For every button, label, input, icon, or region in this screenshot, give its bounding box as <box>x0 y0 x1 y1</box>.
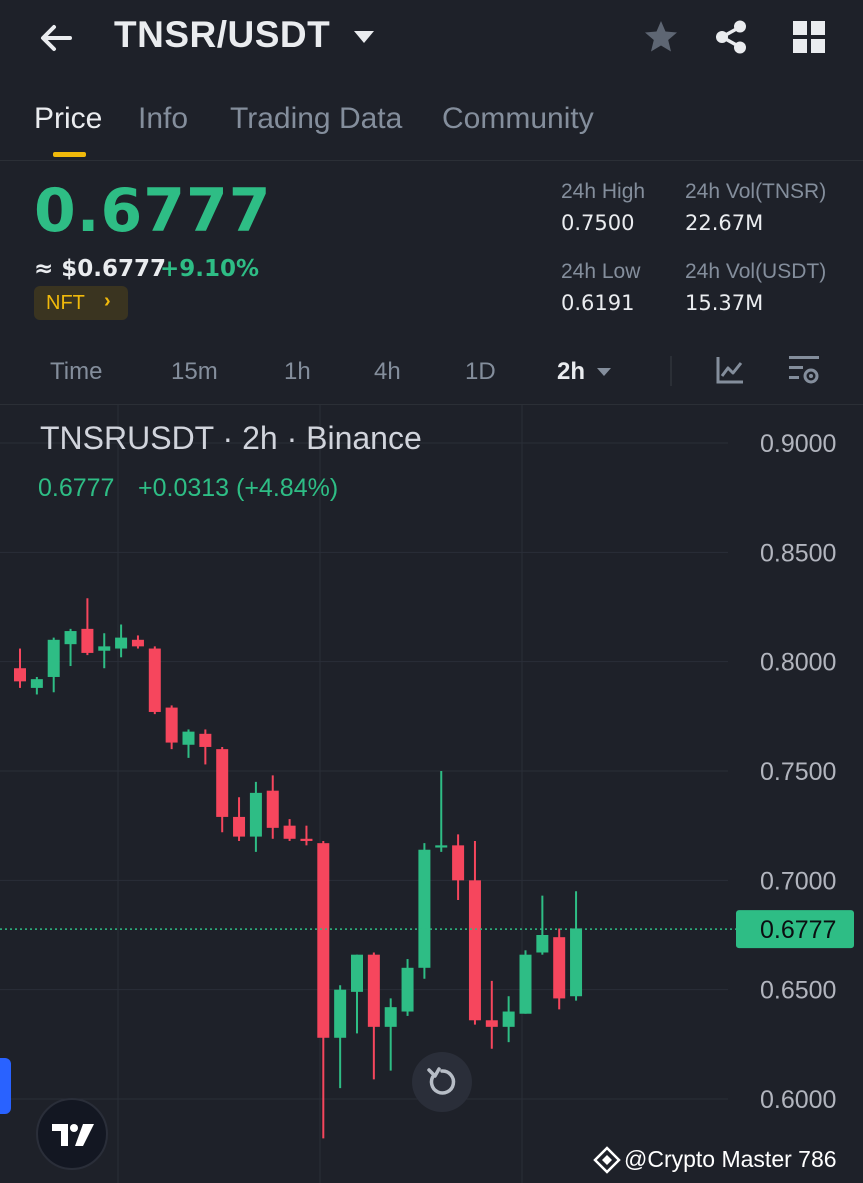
y-tick-label: 0.7000 <box>760 867 836 895</box>
y-tick-label: 0.8000 <box>760 649 836 677</box>
candle-body <box>334 989 347 1038</box>
tab-info[interactable]: Info <box>138 102 189 135</box>
candle-body <box>570 928 583 997</box>
y-tick-label: 0.6000 <box>760 1086 836 1114</box>
last-price-tag <box>736 910 854 949</box>
stat-high-label: 24h High <box>561 180 646 203</box>
tab-community[interactable]: Community <box>442 102 594 135</box>
candle-body <box>317 843 330 1038</box>
chart-last-price: 0.6777 <box>38 474 115 502</box>
stat-high-value: 0.7500 <box>561 211 635 235</box>
candle-body <box>165 707 178 743</box>
candle-body <box>418 849 431 968</box>
back-arrow-icon[interactable] <box>36 18 76 58</box>
interval-1d[interactable]: 1D <box>465 358 496 385</box>
candle-body <box>115 637 128 649</box>
candle-body <box>384 1007 397 1027</box>
y-tick-label: 0.8500 <box>760 539 836 567</box>
candle-body <box>199 733 212 747</box>
candle-body <box>216 749 229 817</box>
candlestick-chart[interactable]: 0.9000 0.8500 0.8000 0.7500 0.7000 0.6500 0.60… <box>0 405 863 1183</box>
top-bar: TNSR/USDT <box>0 0 863 80</box>
candle-body <box>452 845 465 881</box>
interval-1h[interactable]: 1h <box>284 358 311 385</box>
tab-trading-data[interactable]: Trading Data <box>230 102 403 135</box>
candle-body <box>283 825 296 839</box>
interval-time[interactable]: Time <box>50 358 103 385</box>
share-icon[interactable] <box>712 18 750 56</box>
stat-low-label: 24h Low <box>561 260 641 283</box>
candle-body <box>351 954 363 992</box>
y-tick-label: 0.9000 <box>760 430 836 458</box>
stat-vol-usdt-value: 15.37M <box>685 291 764 315</box>
binance-logo-icon <box>593 1146 621 1174</box>
candle-body <box>14 668 26 682</box>
watermark-text: @Crypto Master 786 <box>624 1146 837 1172</box>
detail-tabs: Price Info Trading Data Community <box>0 88 863 161</box>
candle-body <box>266 790 279 828</box>
candle-body <box>131 639 144 647</box>
candle-body <box>182 731 195 745</box>
candle-body <box>485 1020 498 1027</box>
reset-chart-button[interactable] <box>412 1052 472 1112</box>
interval-15m[interactable]: 15m <box>171 358 218 385</box>
candle-body <box>300 838 313 841</box>
divider <box>670 356 672 386</box>
caret-down-icon[interactable] <box>352 27 376 47</box>
candle-body <box>148 648 161 712</box>
star-icon[interactable] <box>642 18 680 56</box>
stat-vol-usdt-label: 24h Vol(USDT) <box>685 260 827 283</box>
stat-vol-tnsr-value: 22.67M <box>685 211 764 235</box>
active-tab-indicator <box>53 152 86 157</box>
candle-body <box>47 639 60 677</box>
y-tick-label: 0.7500 <box>760 758 836 786</box>
chart-title: TNSRUSDT · 2h · Binance <box>40 420 422 456</box>
candle-body <box>64 631 77 645</box>
candle-body <box>367 954 380 1027</box>
chart-change: +0.0313 (+4.84%) <box>138 474 339 502</box>
candle-body <box>519 954 532 1014</box>
candle-body <box>401 967 414 1012</box>
stat-vol-tnsr-label: 24h Vol(TNSR) <box>685 180 827 203</box>
candle-body <box>536 935 549 953</box>
candle-body <box>502 1011 515 1027</box>
last-price: 0.6777 <box>34 176 272 246</box>
y-tick-label: 0.6500 <box>760 977 836 1005</box>
candle-body <box>30 679 43 688</box>
candle-body <box>249 792 262 837</box>
nft-tag-button[interactable]: NFT › <box>34 286 128 320</box>
candle-body <box>435 845 448 848</box>
side-panel-toggle[interactable] <box>0 1058 11 1114</box>
tradingview-logo-icon <box>52 1124 94 1146</box>
interval-bar: Time 15m 1h 4h 1D 2h <box>0 340 863 405</box>
tradingview-logo <box>36 1098 108 1170</box>
pair-title[interactable]: TNSR/USDT <box>114 14 331 55</box>
caret-down-icon[interactable] <box>596 366 612 378</box>
approx-usd-price: ≈ $0.6777 <box>34 256 167 282</box>
interval-2h[interactable]: 2h <box>557 358 586 385</box>
chevron-right-icon: › <box>104 290 111 312</box>
rotate-icon <box>427 1067 456 1095</box>
last-price-tag-label: 0.6777 <box>760 916 836 944</box>
nft-tag-label: NFT <box>46 292 85 314</box>
candle-body <box>81 628 94 653</box>
candle-body <box>468 880 481 1021</box>
stat-low-value: 0.6191 <box>561 291 635 315</box>
candle-body <box>98 646 111 651</box>
grid-menu-icon[interactable] <box>790 18 828 56</box>
candle-body <box>233 816 246 837</box>
tab-price[interactable]: Price <box>34 102 103 135</box>
candle-body <box>553 937 566 999</box>
chart-settings-icon[interactable] <box>786 352 822 388</box>
interval-4h[interactable]: 4h <box>374 358 401 385</box>
change-percent: +9.10% <box>160 256 260 282</box>
indicator-chart-icon[interactable] <box>714 354 746 386</box>
